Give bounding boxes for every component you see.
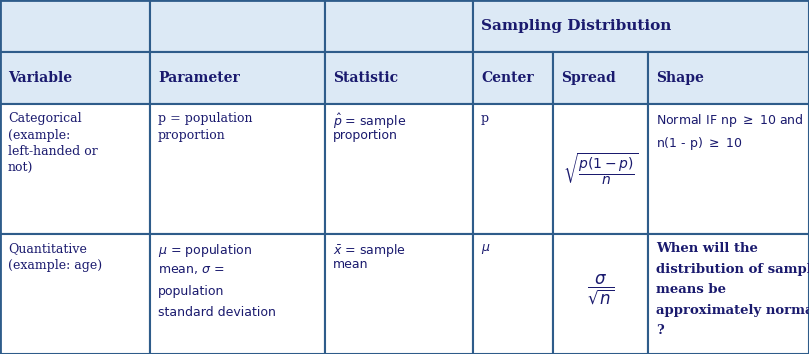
Bar bbox=[473, 234, 553, 354]
Bar bbox=[553, 234, 648, 354]
Text: $\mu$: $\mu$ bbox=[481, 242, 490, 256]
Text: Quantitative: Quantitative bbox=[8, 242, 87, 255]
Bar bbox=[150, 234, 325, 354]
Bar bbox=[553, 104, 648, 234]
Text: n(1 - p) $\geq$ 10: n(1 - p) $\geq$ 10 bbox=[656, 135, 743, 152]
Text: Parameter: Parameter bbox=[158, 71, 239, 85]
Text: (example: age): (example: age) bbox=[8, 258, 102, 272]
Text: p: p bbox=[481, 112, 489, 125]
Text: $\sqrt{\dfrac{p(1-p)}{n}}$: $\sqrt{\dfrac{p(1-p)}{n}}$ bbox=[563, 151, 638, 187]
Bar bbox=[0, 234, 150, 354]
Bar bbox=[150, 52, 325, 104]
Text: Spread: Spread bbox=[561, 71, 616, 85]
Text: Center: Center bbox=[481, 71, 534, 85]
Text: $\mu$ = population: $\mu$ = population bbox=[158, 242, 252, 259]
Text: Categorical: Categorical bbox=[8, 112, 82, 125]
Text: Normal IF np $\geq$ 10 and: Normal IF np $\geq$ 10 and bbox=[656, 112, 804, 129]
Bar bbox=[0, 0, 150, 52]
Text: proportion: proportion bbox=[158, 129, 226, 142]
Bar bbox=[325, 104, 473, 234]
Bar bbox=[553, 52, 648, 104]
Text: left-handed or: left-handed or bbox=[8, 145, 98, 158]
Text: Statistic: Statistic bbox=[333, 71, 398, 85]
Bar bbox=[473, 52, 553, 104]
Bar bbox=[473, 104, 553, 234]
Text: means be: means be bbox=[656, 283, 726, 296]
Text: approximately normal: approximately normal bbox=[656, 304, 809, 317]
Bar bbox=[325, 234, 473, 354]
Bar bbox=[648, 52, 809, 104]
Text: population: population bbox=[158, 285, 224, 298]
Bar bbox=[150, 104, 325, 234]
Text: Variable: Variable bbox=[8, 71, 72, 85]
Text: (example:: (example: bbox=[8, 129, 70, 142]
Text: mean, $\sigma$ =: mean, $\sigma$ = bbox=[158, 263, 225, 276]
Bar bbox=[325, 0, 473, 52]
Text: When will the: When will the bbox=[656, 242, 758, 255]
Text: Sampling Distribution: Sampling Distribution bbox=[481, 19, 671, 33]
Text: mean: mean bbox=[333, 258, 369, 272]
Bar bbox=[0, 52, 150, 104]
Bar bbox=[150, 0, 325, 52]
Bar bbox=[473, 0, 809, 52]
Text: distribution of sample: distribution of sample bbox=[656, 263, 809, 276]
Text: $\hat{p}$ = sample: $\hat{p}$ = sample bbox=[333, 112, 406, 131]
Text: not): not) bbox=[8, 161, 33, 175]
Bar bbox=[648, 234, 809, 354]
Bar bbox=[325, 52, 473, 104]
Text: Shape: Shape bbox=[656, 71, 704, 85]
Text: $\bar{x}$ = sample: $\bar{x}$ = sample bbox=[333, 242, 406, 259]
Text: p = population: p = population bbox=[158, 112, 252, 125]
Text: standard deviation: standard deviation bbox=[158, 306, 276, 319]
Text: $\dfrac{\sigma}{\sqrt{n}}$: $\dfrac{\sigma}{\sqrt{n}}$ bbox=[587, 272, 614, 306]
Bar bbox=[648, 104, 809, 234]
Bar bbox=[0, 104, 150, 234]
Text: proportion: proportion bbox=[333, 129, 398, 142]
Text: ?: ? bbox=[656, 325, 663, 337]
